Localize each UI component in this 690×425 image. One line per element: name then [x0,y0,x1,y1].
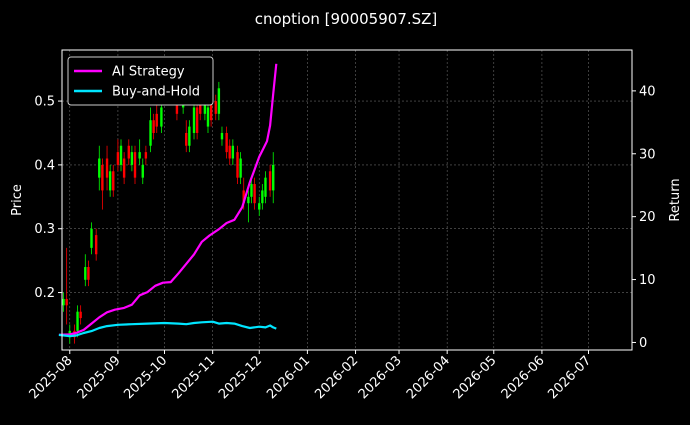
candle-body [214,101,217,114]
candle-body [206,107,210,127]
series-buy-and-hold [58,320,277,338]
y-tick-label-left: 0.2 [34,286,55,301]
y-axis-label-left: Price [10,184,25,216]
candle-body [94,235,98,255]
x-tick-label: 2025-08 [27,353,76,402]
candle-body [160,107,163,127]
candle-body [144,152,148,159]
candle-body [116,152,120,165]
candle-body [65,298,68,306]
candle-body [119,145,123,165]
series-lines [58,63,278,338]
candle-body [236,152,239,178]
candle-body [247,196,250,204]
candle-body [112,171,115,191]
candle-body [138,152,141,159]
candle-body [175,101,179,114]
x-tick-label: 2026-07 [545,353,594,402]
candle-body [152,120,155,133]
x-tick-label: 2025-11 [169,353,218,402]
candle-body [87,267,90,280]
candle-body [272,164,275,191]
y-tick-label-left: 0.4 [34,158,55,173]
y-tick-label-right: 30 [639,147,656,162]
series-ai-strategy [58,63,278,336]
candle-body [155,113,158,127]
candle-body [84,267,87,280]
candle-body [90,228,93,248]
y-tick-label-right: 0 [639,336,647,351]
x-tick-label: 2026-02 [312,353,361,402]
plot-frame [61,49,633,351]
chart-title: cnoption [90005907.SZ] [255,10,438,28]
y-tick-label-right: 10 [639,273,656,288]
y-axis-label-right: Return [668,178,683,221]
candle-body [101,164,104,191]
candle-body [231,145,235,159]
candle-body [258,203,261,210]
candle-body [220,132,224,140]
candle-body [108,171,112,191]
candle-body [127,145,130,159]
candle-body [217,88,221,114]
legend-label: Buy-and-Hold [112,85,200,100]
y-tick-label-left: 0.3 [34,222,55,237]
x-tick-label: 2026-03 [356,353,405,402]
candle-body [98,158,101,178]
candle-body [149,120,152,146]
x-tick-label: 2025-09 [75,353,124,402]
x-tick-label: 2026-05 [451,353,500,402]
legend-label: AI Strategy [112,65,185,80]
x-tick-label: 2026-04 [404,353,453,402]
candle-body [261,190,264,204]
legend-box [67,56,214,106]
candle-body [242,190,245,204]
candle-body [105,158,109,178]
y-tick-label-left: 0.5 [34,95,55,110]
candle-body [122,158,126,178]
candle-body [192,107,196,133]
candle-body [239,158,242,178]
x-tick-label: 2026-06 [499,353,548,402]
candle-body [228,145,231,159]
candle-body [79,311,82,319]
candle-body [250,184,253,197]
candle-body [203,101,207,114]
candle-body [225,132,228,153]
candle-body [264,177,267,197]
candle-body [185,132,188,146]
legend: AI Strategy Buy-and-Hold [67,56,214,106]
x-tick-label: 2026-01 [264,353,313,402]
candle-body [130,152,134,165]
candle-body [141,164,144,178]
candle-body [62,298,65,306]
y-tick-label-right: 20 [639,210,656,225]
candle-body [133,152,137,178]
candlesticks [62,75,275,344]
candle-body [253,184,256,204]
candle-body [195,107,199,133]
candle-body [76,311,79,331]
x-tick-label: 2025-10 [121,353,170,402]
candle-body [268,171,272,191]
y-tick-label-right: 40 [639,84,656,99]
candle-body [188,126,191,146]
x-tick-label: 2025-12 [216,353,265,402]
candle-body [209,101,213,121]
